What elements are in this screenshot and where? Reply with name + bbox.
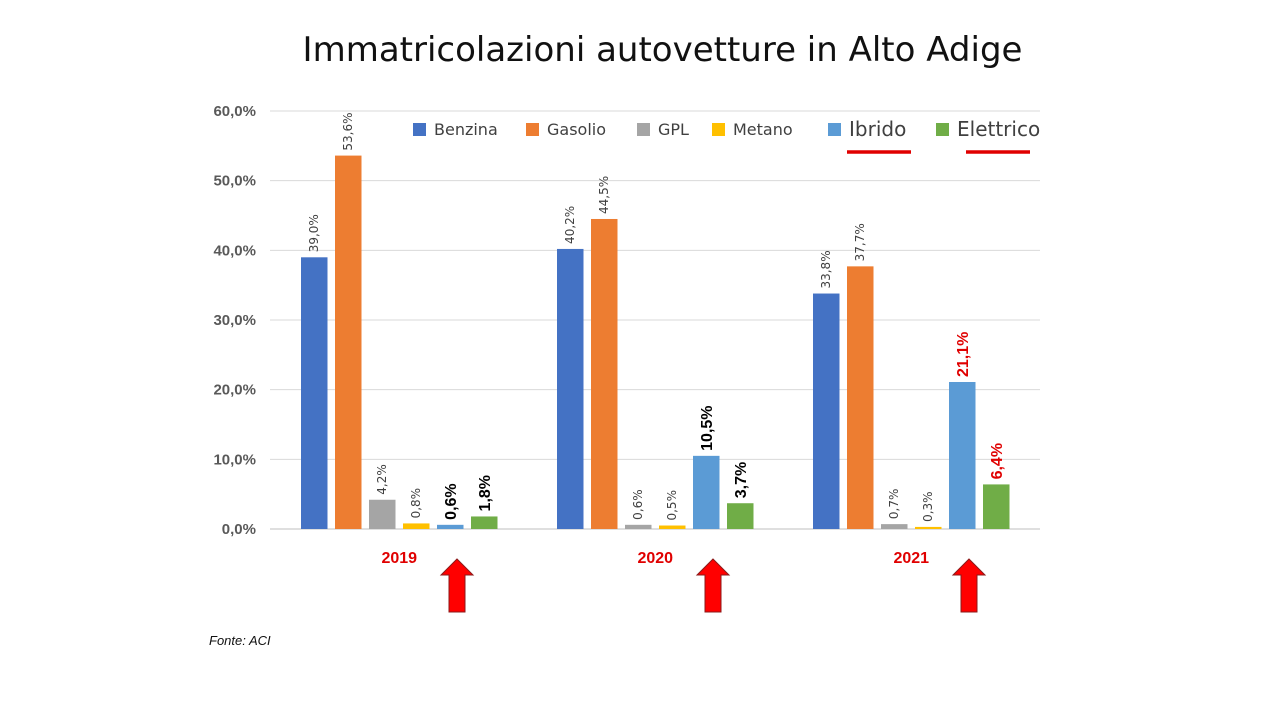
source-note: Fonte: ACI [209,633,271,648]
y-tick-label: 50,0% [213,173,256,190]
bar-elettrico-2021 [983,484,1010,529]
category-label-2019: 2019 [381,550,417,567]
bar-elettrico-2020 [727,503,754,529]
y-tick-label: 0,0% [222,521,256,538]
bar-metano-2019 [403,523,430,529]
y-tick-label: 60,0% [213,103,256,120]
slide-title: Immatricolazioni autovetture in Alto Adi… [302,30,1023,70]
bar-benzina-2019 [301,257,328,529]
legend-swatch-gpl [637,123,650,136]
bar-metano-2020 [659,525,686,529]
bar-gasolio-2021 [847,266,874,529]
bar-ibrido-2020 [693,455,720,529]
data-label: 33,8% [819,250,833,288]
up-arrow-icon [695,558,731,613]
legend-label-metano: Metano [733,120,793,139]
data-label: 10,5% [699,405,716,450]
legend-swatch-ibrido [828,123,841,136]
data-label: 0,6% [631,489,645,520]
data-label: 37,7% [853,223,867,261]
data-label: 44,5% [597,176,611,214]
y-tick-label: 10,0% [213,451,256,468]
category-label-2020: 2020 [637,550,673,567]
legend-label-benzina: Benzina [434,120,498,139]
up-arrow-icon [951,558,987,613]
bar-metano-2021 [915,526,942,529]
data-label: 0,5% [665,490,679,521]
y-tick-label: 20,0% [213,382,256,399]
category-label-2021: 2021 [893,550,929,567]
data-label: 0,8% [409,488,423,519]
legend-swatch-elettrico [936,123,949,136]
bar-ibrido-2019 [437,524,464,529]
data-label: 0,6% [443,483,460,519]
y-tick-label: 40,0% [213,242,256,259]
bar-gpl-2021 [881,524,908,529]
bar-elettrico-2019 [471,516,498,529]
legend-label-gasolio: Gasolio [547,120,606,139]
legend-label-elettrico: Elettrico [957,117,1040,141]
data-label: 3,7% [733,462,750,498]
bar-ibrido-2021 [949,382,976,529]
bar-gasolio-2019 [335,155,362,529]
legend-label-gpl: GPL [658,120,689,139]
data-label: 40,2% [563,206,577,244]
bar-benzina-2020 [557,248,584,529]
data-label: 6,4% [989,443,1006,479]
data-label: 1,8% [477,475,494,511]
legend-swatch-gasolio [526,123,539,136]
up-arrow-icon [439,558,475,613]
bar-benzina-2021 [813,293,840,529]
bar-gasolio-2020 [591,218,618,529]
legend-swatch-metano [712,123,725,136]
y-tick-label: 30,0% [213,312,256,329]
data-label: 4,2% [375,464,389,495]
legend-label-ibrido: Ibrido [849,117,906,141]
data-label: 0,7% [887,489,901,520]
data-label: 53,6% [341,112,355,150]
data-label: 0,3% [921,491,935,522]
bar-gpl-2019 [369,499,396,529]
data-label: 21,1% [955,332,972,377]
bar-gpl-2020 [625,524,652,529]
legend-swatch-benzina [413,123,426,136]
data-label: 39,0% [307,214,321,252]
